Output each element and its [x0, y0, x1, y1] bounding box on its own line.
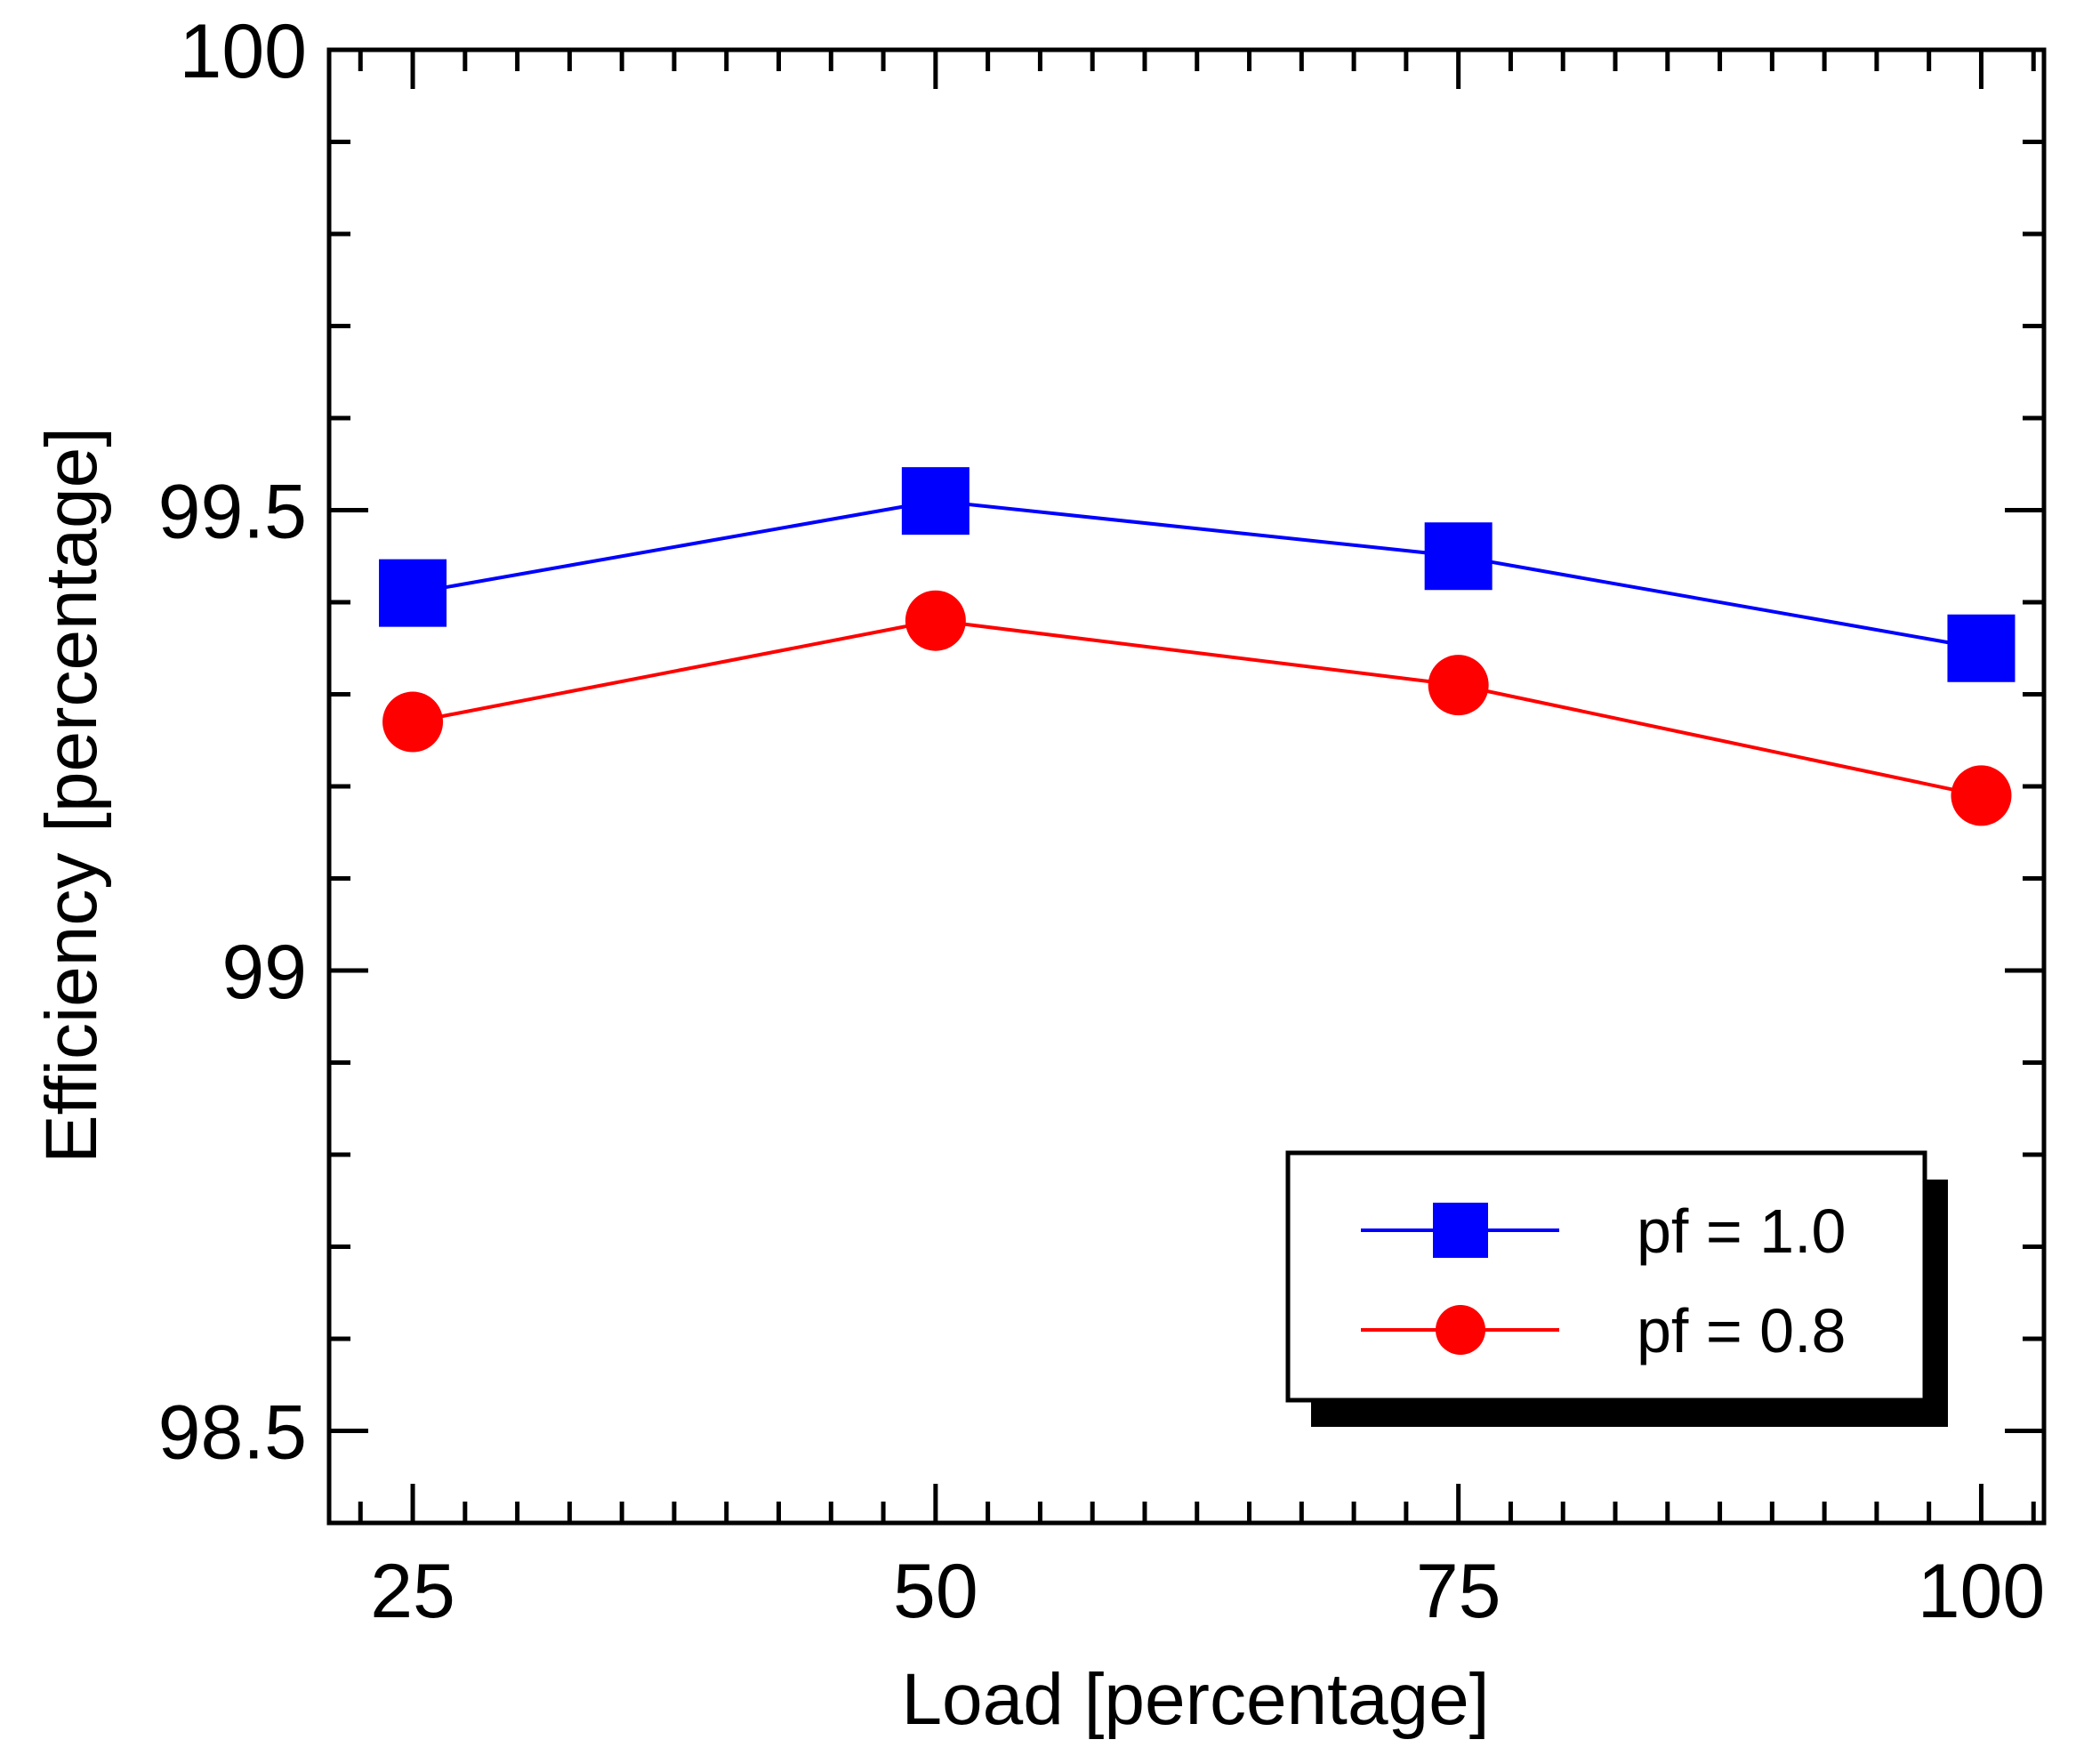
series-line	[412, 618, 1982, 798]
series-2	[382, 590, 2012, 826]
legend-entries: pf = 1.0 pf = 0.8	[1361, 1196, 1846, 1365]
x-tick-label: 100	[1918, 1549, 2046, 1634]
data-point-square	[901, 467, 970, 536]
minor-ticks	[329, 50, 2044, 1526]
series-1	[379, 467, 2016, 682]
data-point-square	[379, 559, 447, 627]
data-point-circle	[382, 691, 444, 753]
x-tick-label: 50	[893, 1549, 978, 1634]
y-axis-title: Efficiency [percentage]	[31, 427, 112, 1164]
y-tick-label: 99.5	[158, 470, 307, 555]
legend-label: pf = 1.0	[1637, 1196, 1846, 1266]
y-tick-label: 100	[180, 9, 308, 94]
x-tick-labels: 25 50 75 100	[370, 1549, 2045, 1634]
series-line	[412, 499, 1982, 650]
y-tick-label: 99	[221, 930, 307, 1015]
legend: pf = 1.0 pf = 0.8	[1285, 1150, 1948, 1427]
x-axis-title: Load [percentage]	[901, 1659, 1489, 1740]
legend-entry: pf = 1.0	[1361, 1196, 1846, 1266]
legend-entry: pf = 0.8	[1361, 1296, 1846, 1365]
legend-marker-square	[1433, 1203, 1488, 1258]
legend-box	[1285, 1150, 1927, 1403]
plot-frame	[326, 47, 2047, 1526]
data-point-square	[1424, 522, 1493, 591]
legend-label: pf = 0.8	[1637, 1296, 1846, 1365]
y-tick-label: 98.5	[158, 1390, 307, 1476]
series-layer	[379, 467, 2016, 826]
x-tick-label: 75	[1416, 1549, 1501, 1634]
data-point-circle	[1428, 655, 1489, 716]
data-point-square	[1947, 614, 2016, 682]
legend-marker-circle	[1436, 1305, 1485, 1355]
y-tick-labels: 98.5 99 99.5 100	[158, 9, 307, 1476]
data-point-circle	[905, 590, 966, 651]
data-point-circle	[1951, 765, 2012, 826]
x-tick-label: 25	[370, 1549, 455, 1634]
